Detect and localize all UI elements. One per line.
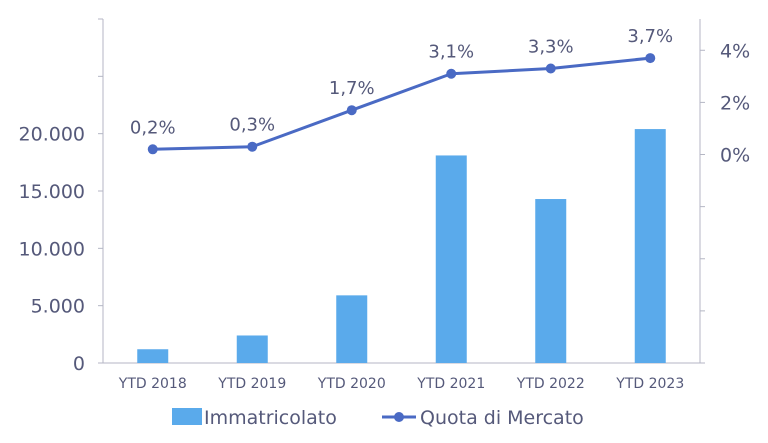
data-label: 3,7%	[627, 26, 673, 47]
x-axis-ticks: YTD 2018 YTD 2019 YTD 2020 YTD 2021 YTD 2022…	[118, 376, 684, 392]
legend: Immatricolato Quota di Mercato	[172, 407, 584, 429]
bar	[236, 335, 268, 363]
line-point	[545, 63, 556, 74]
y-left-tick-label: 10.000	[19, 238, 85, 260]
y-right-tick-label: 2%	[720, 92, 750, 114]
data-label: 0,2%	[130, 117, 176, 138]
y-right-tick-label: 4%	[720, 40, 750, 62]
bar	[137, 349, 169, 363]
y-left-tick-label: 15.000	[19, 181, 85, 203]
y-left-tick-label: 5.000	[31, 296, 85, 318]
y-right-tick-label: 0%	[720, 145, 750, 167]
y-left-tick-label: 0	[73, 353, 85, 375]
legend-label: Immatricolato	[204, 407, 337, 429]
line-point	[346, 105, 357, 116]
x-tick-label: YTD 2020	[317, 376, 386, 392]
data-label: 1,7%	[329, 78, 375, 99]
data-label: 3,3%	[528, 37, 574, 58]
x-tick-label: YTD 2022	[516, 376, 585, 392]
line-point	[147, 144, 158, 155]
y-left-tick-label: 20.000	[19, 124, 85, 146]
bar	[535, 199, 567, 363]
legend-swatch-marker	[394, 412, 404, 422]
x-tick-label: YTD 2021	[416, 376, 485, 392]
bar	[634, 129, 666, 363]
line-point	[247, 141, 258, 152]
data-label: 0,3%	[229, 115, 275, 136]
bar	[336, 295, 368, 363]
axes: 0 5.000 10.000 15.000 20.000 0% 2% 4%	[19, 18, 750, 375]
x-tick-label: YTD 2018	[118, 376, 187, 392]
line-point	[446, 68, 457, 79]
x-tick-label: YTD 2023	[615, 376, 684, 392]
data-label: 3,1%	[428, 42, 474, 63]
line-point	[645, 53, 656, 64]
legend-swatch-bar	[172, 408, 202, 425]
x-tick-label: YTD 2019	[217, 376, 286, 392]
line-path	[152, 56, 651, 151]
bar-series	[137, 129, 666, 363]
line-series: 0,2% 0,3% 1,7% 3,1% 3,3% 3,7%	[130, 26, 673, 155]
bar	[435, 155, 467, 363]
legend-label: Quota di Mercato	[420, 407, 584, 429]
